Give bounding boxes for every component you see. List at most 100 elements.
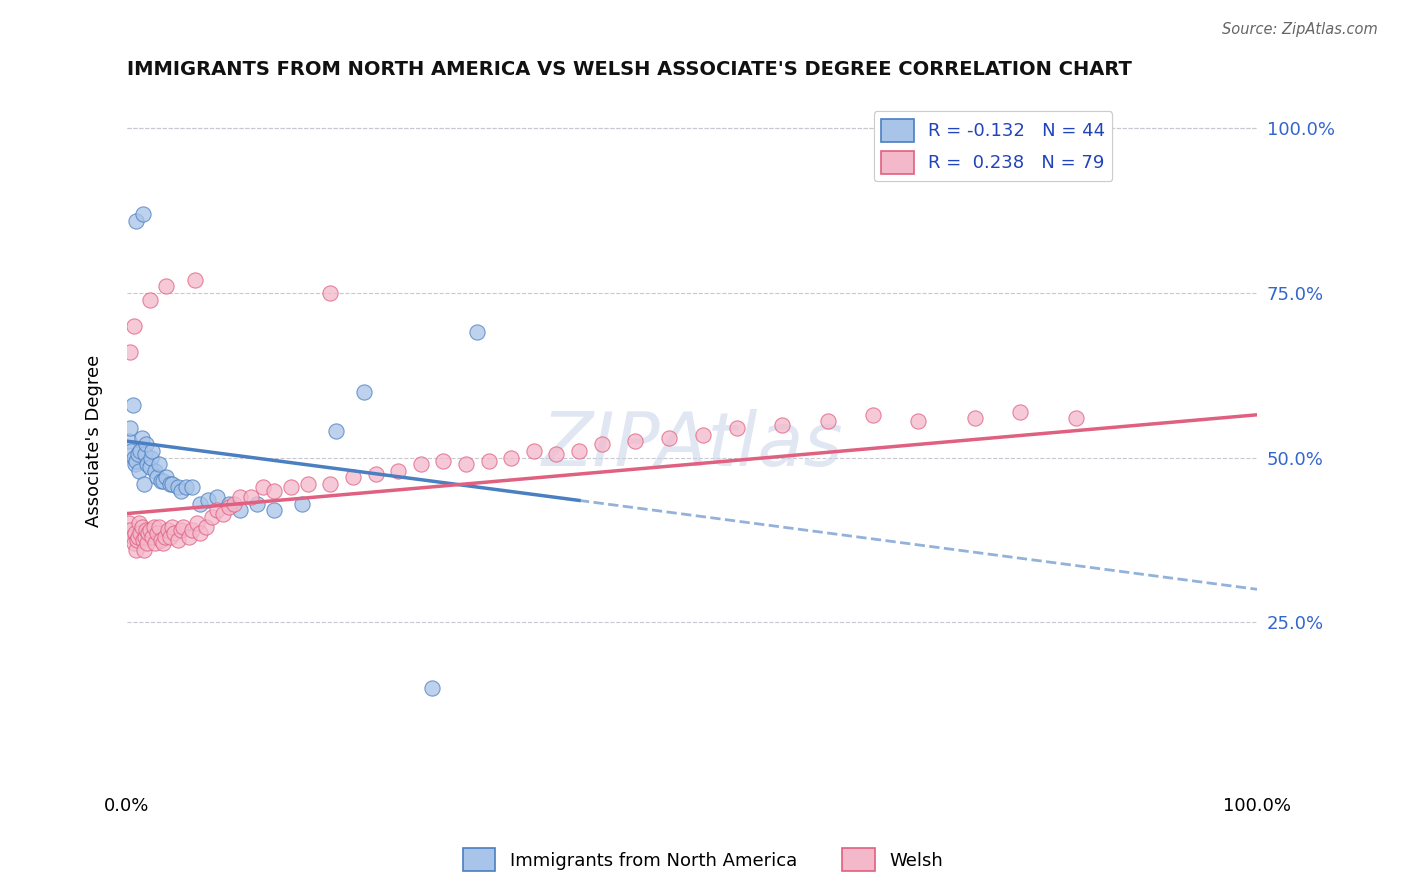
Point xyxy=(132,542,155,557)
Point xyxy=(132,477,155,491)
Point xyxy=(118,516,141,531)
Point xyxy=(170,523,193,537)
Point xyxy=(246,497,269,511)
Point xyxy=(125,533,148,547)
Point xyxy=(963,411,986,425)
Point xyxy=(127,447,149,461)
Point xyxy=(523,444,546,458)
Point xyxy=(252,480,274,494)
Point xyxy=(263,483,285,498)
Point xyxy=(120,345,142,359)
Point xyxy=(280,480,302,494)
Point xyxy=(152,474,174,488)
Point xyxy=(121,398,143,412)
Point xyxy=(163,526,186,541)
Point xyxy=(132,533,155,547)
Point xyxy=(134,447,156,461)
Point xyxy=(291,497,314,511)
Point xyxy=(624,434,647,449)
Point xyxy=(409,457,432,471)
Point xyxy=(181,480,204,494)
Point xyxy=(156,523,179,537)
Point xyxy=(159,477,181,491)
Point xyxy=(197,493,219,508)
Point xyxy=(177,530,200,544)
Point xyxy=(862,408,884,422)
Point xyxy=(568,444,591,458)
Point xyxy=(263,503,285,517)
Point xyxy=(143,520,166,534)
Point xyxy=(125,454,148,468)
Point xyxy=(353,384,375,399)
Point xyxy=(127,530,149,544)
Point xyxy=(224,497,246,511)
Point xyxy=(501,450,523,465)
Point xyxy=(159,530,181,544)
Point xyxy=(146,526,169,541)
Point xyxy=(229,490,252,504)
Point xyxy=(128,516,150,531)
Text: IMMIGRANTS FROM NORTH AMERICA VS WELSH ASSOCIATE'S DEGREE CORRELATION CHART: IMMIGRANTS FROM NORTH AMERICA VS WELSH A… xyxy=(127,60,1132,78)
Point xyxy=(692,427,714,442)
Point xyxy=(160,520,183,534)
Point xyxy=(125,213,148,227)
Point xyxy=(149,533,172,547)
Point xyxy=(477,454,499,468)
Point xyxy=(195,520,218,534)
Point xyxy=(136,536,159,550)
Point xyxy=(131,520,153,534)
Point xyxy=(129,526,152,541)
Point xyxy=(134,530,156,544)
Point xyxy=(190,526,212,541)
Point xyxy=(387,464,409,478)
Point xyxy=(160,477,183,491)
Point xyxy=(155,279,177,293)
Point xyxy=(155,530,177,544)
Point xyxy=(325,424,347,438)
Point xyxy=(364,467,387,481)
Point xyxy=(240,490,263,504)
Point xyxy=(166,480,188,494)
Point xyxy=(132,207,155,221)
Point xyxy=(174,480,197,494)
Point xyxy=(124,457,146,471)
Point xyxy=(319,477,342,491)
Point xyxy=(122,318,145,333)
Point xyxy=(181,523,204,537)
Point xyxy=(120,444,142,458)
Point xyxy=(591,437,613,451)
Point xyxy=(121,530,143,544)
Point xyxy=(125,542,148,557)
Text: Source: ZipAtlas.com: Source: ZipAtlas.com xyxy=(1222,22,1378,37)
Point xyxy=(155,470,177,484)
Point xyxy=(546,447,568,461)
Point xyxy=(420,681,443,695)
Legend: Immigrants from North America, Welsh: Immigrants from North America, Welsh xyxy=(456,841,950,879)
Point xyxy=(135,437,157,451)
Point xyxy=(148,520,170,534)
Point xyxy=(143,536,166,550)
Point xyxy=(172,520,194,534)
Point xyxy=(128,464,150,478)
Point xyxy=(141,530,163,544)
Point xyxy=(725,421,748,435)
Point xyxy=(183,273,205,287)
Point xyxy=(152,536,174,550)
Point xyxy=(342,470,364,484)
Point xyxy=(146,470,169,484)
Point xyxy=(190,497,212,511)
Point xyxy=(131,431,153,445)
Legend: R = -0.132   N = 44, R =  0.238   N = 79: R = -0.132 N = 44, R = 0.238 N = 79 xyxy=(875,112,1112,181)
Point xyxy=(138,460,160,475)
Point xyxy=(432,454,454,468)
Point xyxy=(170,483,193,498)
Point xyxy=(122,536,145,550)
Point xyxy=(319,285,342,300)
Point xyxy=(658,431,681,445)
Point xyxy=(149,474,172,488)
Point xyxy=(201,509,224,524)
Point xyxy=(1008,404,1031,418)
Point xyxy=(120,523,142,537)
Point xyxy=(207,490,229,504)
Point xyxy=(454,457,477,471)
